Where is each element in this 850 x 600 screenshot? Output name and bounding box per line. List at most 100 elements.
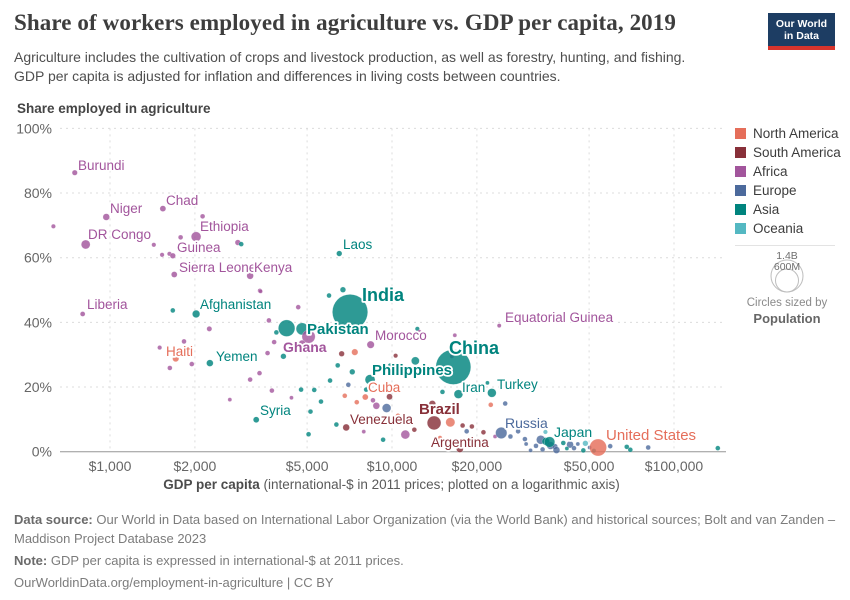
country-label[interactable]: Syria xyxy=(258,401,293,420)
data-point[interactable] xyxy=(192,309,201,319)
data-point[interactable] xyxy=(552,446,561,454)
country-label[interactable]: Turkey xyxy=(495,375,540,394)
data-point[interactable] xyxy=(326,292,332,299)
country-label[interactable]: Pakistan xyxy=(305,319,370,340)
data-point[interactable] xyxy=(564,446,570,451)
data-point[interactable] xyxy=(445,417,456,428)
data-point[interactable] xyxy=(332,294,369,330)
data-point[interactable] xyxy=(453,389,464,399)
data-point[interactable] xyxy=(560,440,566,446)
country-label[interactable]: Kenya xyxy=(252,258,294,277)
data-point[interactable] xyxy=(417,329,422,334)
data-point[interactable] xyxy=(301,329,316,344)
data-point[interactable] xyxy=(393,353,399,359)
data-point[interactable] xyxy=(507,433,514,440)
data-point[interactable] xyxy=(439,389,446,395)
data-point[interactable] xyxy=(206,359,214,367)
data-point[interactable] xyxy=(178,234,184,240)
data-point[interactable] xyxy=(362,393,369,401)
data-point[interactable] xyxy=(370,397,376,403)
data-point[interactable] xyxy=(522,436,528,442)
data-point[interactable] xyxy=(566,440,574,449)
data-point[interactable] xyxy=(269,387,275,394)
legend-item-north-america[interactable]: North America xyxy=(735,124,841,143)
data-point[interactable] xyxy=(405,420,411,426)
data-point[interactable] xyxy=(238,241,244,247)
data-point[interactable] xyxy=(487,388,497,398)
data-point[interactable] xyxy=(435,349,472,385)
data-point[interactable] xyxy=(246,272,254,280)
country-label[interactable]: Afghanistan xyxy=(198,295,273,314)
data-point[interactable] xyxy=(318,398,324,405)
data-point[interactable] xyxy=(190,231,202,242)
data-point[interactable] xyxy=(496,323,502,328)
data-point[interactable] xyxy=(169,252,176,259)
data-point[interactable] xyxy=(571,445,577,451)
data-point[interactable] xyxy=(582,440,589,447)
data-point[interactable] xyxy=(387,363,393,369)
country-label[interactable]: Chad xyxy=(164,191,200,210)
data-point[interactable] xyxy=(305,431,312,437)
data-point[interactable] xyxy=(311,387,317,393)
data-point[interactable] xyxy=(386,393,393,400)
country-label[interactable]: Venezuela xyxy=(348,410,415,429)
data-point[interactable] xyxy=(533,443,539,449)
data-point[interactable] xyxy=(159,205,167,212)
data-point[interactable] xyxy=(258,289,263,294)
country-label[interactable]: DR Congo xyxy=(86,225,153,244)
country-label[interactable]: Morocco xyxy=(373,326,428,345)
legend-item-europe[interactable]: Europe xyxy=(735,181,841,200)
data-point[interactable] xyxy=(607,443,613,449)
data-point[interactable] xyxy=(336,250,343,257)
country-label[interactable]: Brazil xyxy=(417,399,461,420)
data-point[interactable] xyxy=(515,428,521,434)
data-point[interactable] xyxy=(495,426,508,439)
legend-item-africa[interactable]: Africa xyxy=(735,162,841,181)
data-point[interactable] xyxy=(411,356,420,366)
data-point[interactable] xyxy=(580,447,586,454)
data-point[interactable] xyxy=(170,307,176,314)
data-point[interactable] xyxy=(295,304,301,310)
country-label[interactable]: Yemen xyxy=(214,347,259,366)
data-point[interactable] xyxy=(271,339,277,345)
data-point[interactable] xyxy=(456,445,464,453)
data-point[interactable] xyxy=(298,387,304,393)
data-point[interactable] xyxy=(351,348,359,356)
data-point[interactable] xyxy=(266,317,272,324)
data-point[interactable] xyxy=(366,340,375,349)
data-point[interactable] xyxy=(252,416,260,423)
data-point[interactable] xyxy=(400,429,410,440)
data-point[interactable] xyxy=(338,350,345,357)
data-point[interactable] xyxy=(468,443,473,448)
data-point[interactable] xyxy=(502,400,508,407)
country-label[interactable]: Burundi xyxy=(76,156,126,175)
data-point[interactable] xyxy=(372,402,380,410)
legend-item-oceania[interactable]: Oceania xyxy=(735,219,841,238)
data-point[interactable] xyxy=(181,338,187,345)
data-point[interactable] xyxy=(345,382,351,388)
data-point[interactable] xyxy=(342,423,350,432)
country-label[interactable]: Haiti xyxy=(164,342,195,361)
data-point[interactable] xyxy=(200,213,206,219)
data-point[interactable] xyxy=(206,326,213,332)
data-point[interactable] xyxy=(256,370,263,376)
data-point[interactable] xyxy=(382,403,392,413)
data-point[interactable] xyxy=(335,362,341,368)
data-point[interactable] xyxy=(452,333,458,338)
data-point[interactable] xyxy=(589,438,607,457)
data-point[interactable] xyxy=(627,447,633,453)
data-point[interactable] xyxy=(460,422,466,429)
data-point[interactable] xyxy=(79,311,86,317)
data-point[interactable] xyxy=(395,413,401,419)
data-point[interactable] xyxy=(437,435,443,441)
citation-link[interactable]: OurWorldinData.org/employment-in-agricul… xyxy=(14,575,334,590)
data-point[interactable] xyxy=(575,441,581,447)
data-point[interactable] xyxy=(426,415,442,431)
data-point[interactable] xyxy=(361,429,366,434)
data-point[interactable] xyxy=(464,428,470,434)
country-label[interactable]: Equatorial Guinea xyxy=(503,308,615,327)
country-label[interactable]: Russia xyxy=(503,413,550,433)
data-point[interactable] xyxy=(167,365,173,371)
country-label[interactable]: Niger xyxy=(108,199,144,218)
data-point[interactable] xyxy=(264,350,271,356)
